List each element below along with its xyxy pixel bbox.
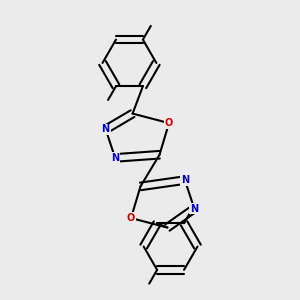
Text: N: N: [190, 204, 198, 214]
Text: N: N: [102, 124, 110, 134]
Text: N: N: [111, 153, 119, 163]
Text: N: N: [181, 175, 189, 185]
Text: O: O: [165, 118, 173, 128]
Text: O: O: [127, 213, 135, 223]
